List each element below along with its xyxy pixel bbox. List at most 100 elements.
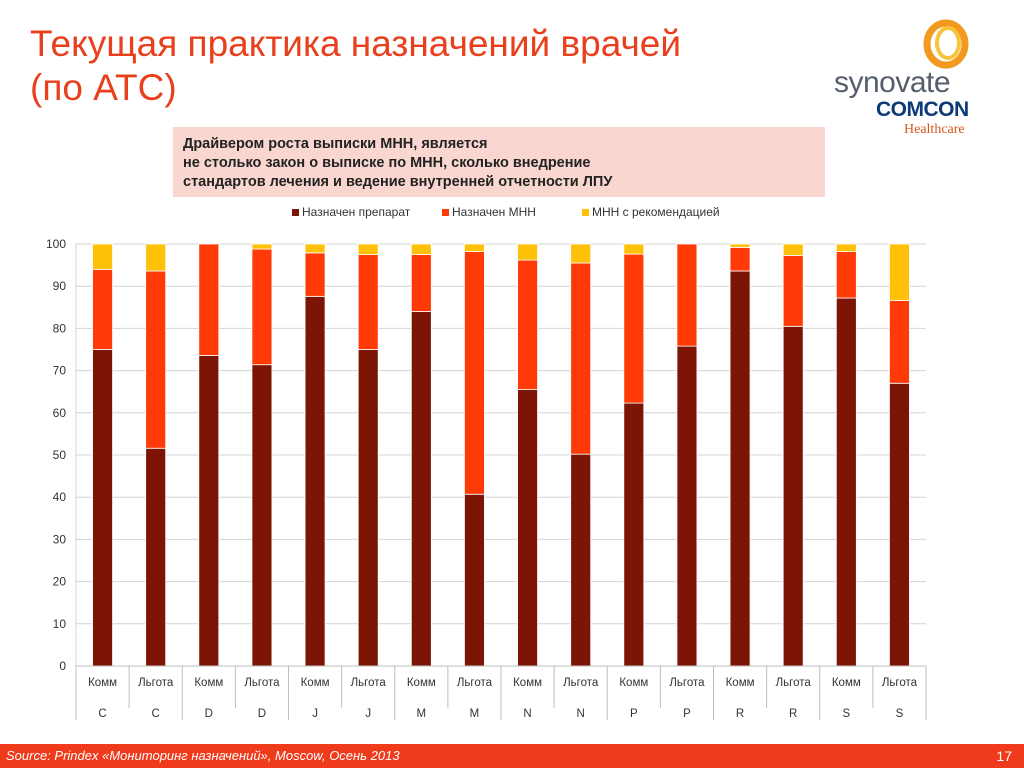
bar-segment xyxy=(464,493,485,667)
bar-segment xyxy=(92,243,113,270)
bar-segment xyxy=(410,254,432,312)
legend-swatch xyxy=(582,209,589,216)
company-logo: synovate COMCON Healthcare xyxy=(830,18,1020,138)
bar-segment xyxy=(198,355,220,667)
callout-line-2: не столько закон о выписке по МНН, сколь… xyxy=(183,155,591,171)
x-group-label: S xyxy=(842,708,850,720)
bar-segment xyxy=(410,243,432,255)
bar-segment xyxy=(145,270,167,449)
bar-segment xyxy=(304,252,326,297)
footer-bar: Source: Prindex «Мониторинг назначений»,… xyxy=(0,744,1024,768)
x-group-label: M xyxy=(417,708,427,720)
x-category-label: Льгота xyxy=(563,677,599,689)
y-tick-label: 100 xyxy=(46,237,66,251)
bar-segment xyxy=(92,268,113,350)
x-group-label: P xyxy=(683,708,691,720)
bar-segment xyxy=(676,243,698,347)
x-category-label: Комм xyxy=(194,677,223,689)
bar-segment xyxy=(623,253,645,404)
bar-segment xyxy=(570,453,592,667)
x-group-label: P xyxy=(630,708,638,720)
x-group-label: C xyxy=(98,708,106,720)
bar-segment xyxy=(251,364,273,667)
bar-segment xyxy=(92,349,113,667)
y-tick-label: 10 xyxy=(53,617,67,631)
bar-segment xyxy=(357,243,379,255)
bar-segment xyxy=(251,243,273,250)
callout-line-1: Драйвером роста выписки МНН, является xyxy=(183,136,488,152)
y-tick-label: 0 xyxy=(59,659,66,673)
bar-segment xyxy=(676,345,698,667)
x-category-label: Льгота xyxy=(351,677,387,689)
x-group-label: D xyxy=(258,708,266,720)
bar-segment xyxy=(517,389,538,667)
bar-segment xyxy=(729,270,751,667)
bar-segment xyxy=(782,254,804,327)
legend-label: Назначен препарат xyxy=(302,205,411,219)
title-line-1: Текущая практика назначений врачей xyxy=(30,23,681,64)
bar-segment xyxy=(464,243,485,252)
x-group-label: S xyxy=(896,708,904,720)
y-tick-label: 20 xyxy=(53,575,67,589)
x-group-label: R xyxy=(736,708,744,720)
x-group-label: J xyxy=(365,708,371,720)
source-note: Source: Prindex «Мониторинг назначений»,… xyxy=(6,748,400,763)
bar-segment xyxy=(304,243,326,254)
bar-segment xyxy=(517,243,538,261)
x-category-label: Льгота xyxy=(138,677,174,689)
bar-segment xyxy=(782,243,804,256)
x-group-label: R xyxy=(789,708,797,720)
bar-segment xyxy=(623,402,645,667)
x-category-label: Комм xyxy=(832,677,861,689)
x-group-label: N xyxy=(577,708,585,720)
x-category-label: Комм xyxy=(513,677,542,689)
bar-segment xyxy=(835,297,857,667)
bar-segment xyxy=(145,243,167,272)
x-category-label: Льгота xyxy=(669,677,705,689)
x-group-label: C xyxy=(152,708,160,720)
x-category-label: Льгота xyxy=(882,677,918,689)
stacked-bar-chart: 0 10 20 30 40 50 60 70 80 90 100 Комм C Льгота C Комм D Л… xyxy=(46,205,927,720)
y-tick-label: 80 xyxy=(53,321,67,335)
bar-segment xyxy=(357,254,379,350)
x-category-label: Льгота xyxy=(457,677,493,689)
y-tick-label: 50 xyxy=(53,448,67,462)
bar-segment xyxy=(835,251,857,299)
logo-word-healthcare: Healthcare xyxy=(904,122,965,137)
bar-segment xyxy=(464,251,485,495)
legend-label: МНН с рекомендацией xyxy=(592,205,720,219)
x-category-label: Льгота xyxy=(776,677,812,689)
x-category-label: Льгота xyxy=(244,677,280,689)
legend-swatch xyxy=(292,209,299,216)
logo-word-synovate: synovate xyxy=(834,66,951,99)
x-category-label: Комм xyxy=(301,677,330,689)
x-group-label: J xyxy=(312,708,318,720)
legend-label: Назначен МНН xyxy=(452,205,536,219)
x-category-label: Комм xyxy=(726,677,755,689)
y-tick-label: 90 xyxy=(53,279,67,293)
bar-segment xyxy=(570,262,592,455)
bar-segment xyxy=(304,295,326,667)
x-group-label: D xyxy=(205,708,213,720)
bar-segment xyxy=(251,248,273,366)
page-number: 17 xyxy=(996,748,1012,764)
legend-swatch xyxy=(442,209,449,216)
callout-line-3: стандартов лечения и ведение внутренней … xyxy=(183,174,613,190)
bar-segment xyxy=(623,243,645,255)
bar-segment xyxy=(729,243,751,248)
bar-segment xyxy=(889,382,910,667)
x-category-label: Комм xyxy=(407,677,436,689)
bar-segment xyxy=(889,300,910,384)
slide-title: Текущая практика назначений врачей (по А… xyxy=(30,22,790,110)
title-line-2: (по АТС) xyxy=(30,67,177,108)
x-category-label: Комм xyxy=(88,677,117,689)
logo-word-comcon: COMCON xyxy=(876,98,969,121)
bar-segment xyxy=(729,246,751,272)
y-tick-label: 70 xyxy=(53,364,67,378)
bar-segment xyxy=(889,243,910,301)
bar-segment xyxy=(357,349,379,667)
x-category-label: Комм xyxy=(619,677,648,689)
bar-segment xyxy=(835,243,857,252)
bar-segment xyxy=(145,447,167,667)
bar-segment xyxy=(782,325,804,667)
